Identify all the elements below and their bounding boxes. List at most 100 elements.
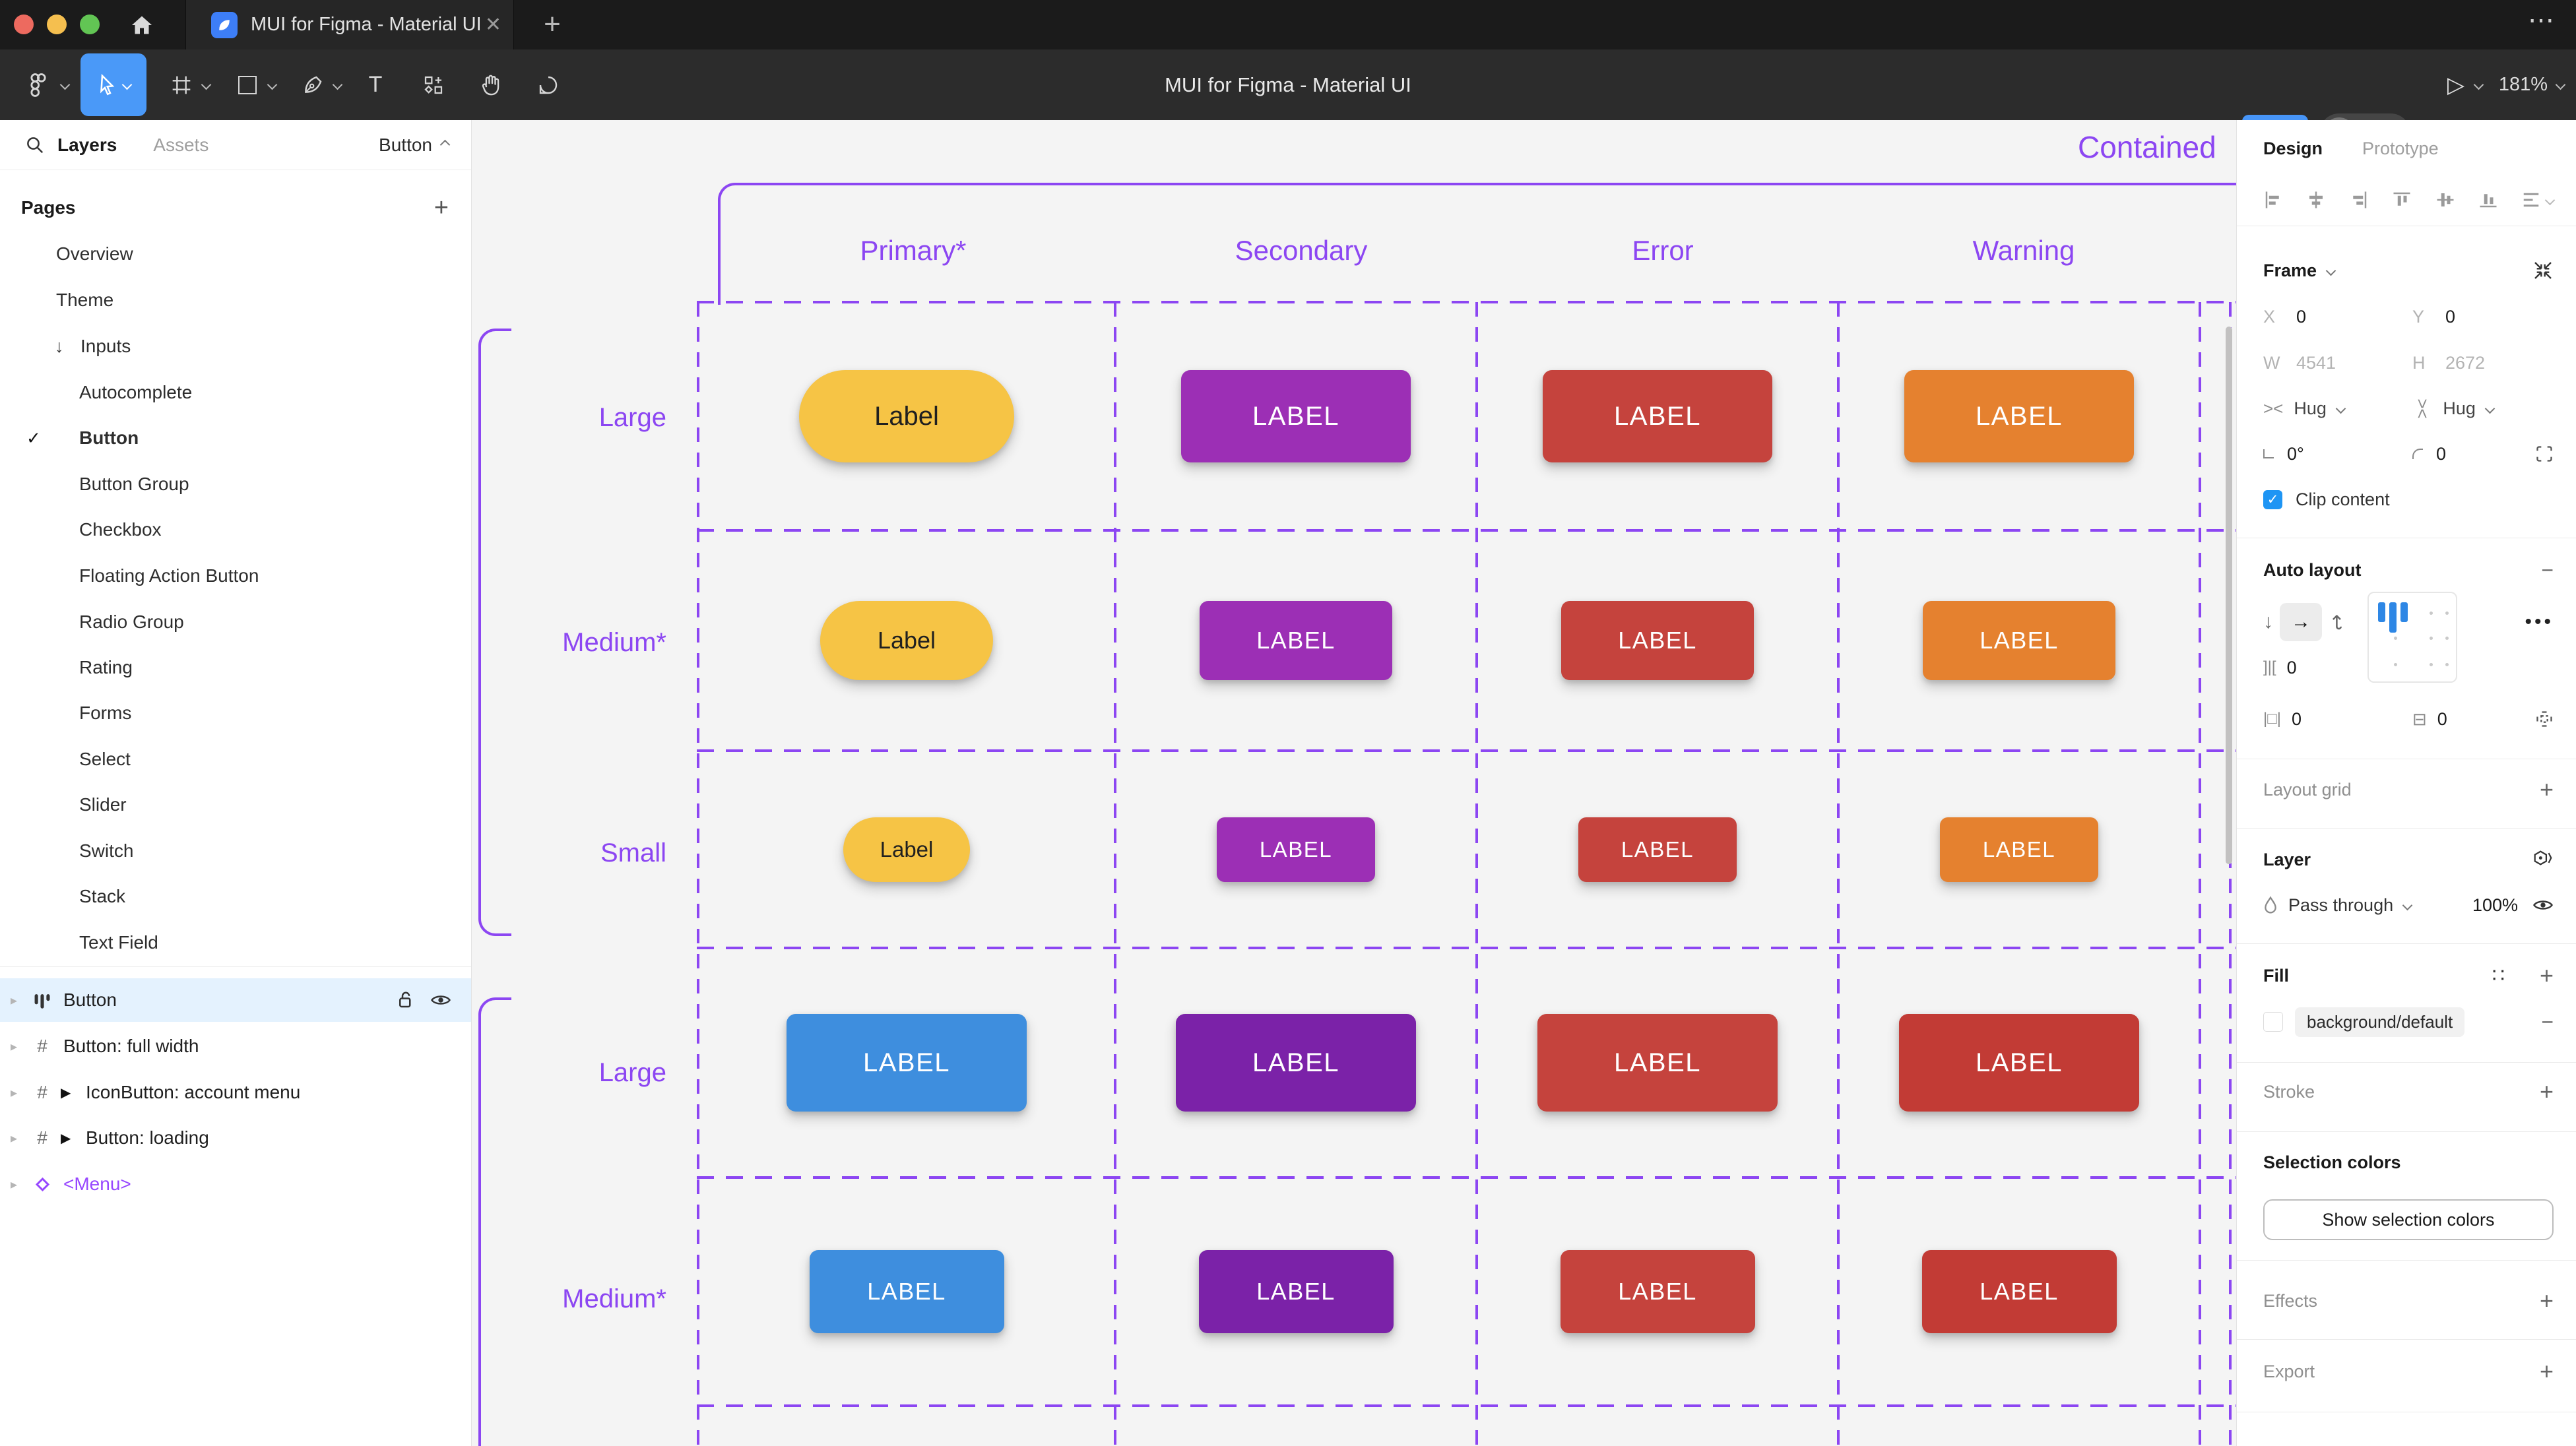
page-item-theme[interactable]: Theme (56, 290, 114, 310)
button-primary-dark-medium[interactable]: LABEL (809, 1250, 1004, 1333)
blend-mode-icon[interactable] (2532, 850, 2554, 869)
button-secondary-large[interactable]: LABEL (1181, 370, 1411, 462)
layer-row-iconbutton-account-menu[interactable]: ▸ # ▶ IconButton: account menu (11, 1082, 301, 1102)
page-item-checkbox[interactable]: Checkbox (79, 519, 162, 540)
page-item-autocomplete[interactable]: Autocomplete (79, 382, 193, 402)
button-warning-dark-large[interactable]: LABEL (1899, 1014, 2139, 1112)
layer-row-menu-instance[interactable]: ▸ <Menu> (11, 1174, 131, 1194)
independent-corners-icon[interactable] (2535, 445, 2554, 463)
button-error-dark-medium[interactable]: LABEL (1560, 1250, 1755, 1333)
individual-padding-icon[interactable] (2535, 710, 2554, 728)
button-primary-small[interactable]: Label (843, 817, 970, 882)
alignment-grid[interactable] (2367, 592, 2457, 683)
layer-row-button-full-width[interactable]: ▸ # Button: full width (11, 1036, 199, 1056)
layer-row-button-loading[interactable]: ▸ # ▶ Button: loading (11, 1127, 209, 1148)
add-fill-button[interactable]: + (2539, 962, 2554, 989)
button-warning-small[interactable]: LABEL (1940, 817, 2098, 882)
tab-assets[interactable]: Assets (153, 134, 209, 155)
show-selection-colors-button[interactable]: Show selection colors (2263, 1199, 2554, 1240)
remove-auto-layout-button[interactable]: − (2541, 557, 2554, 582)
button-warning-dark-medium[interactable]: LABEL (1921, 1250, 2117, 1333)
add-export-button[interactable]: + (2539, 1358, 2554, 1385)
zoom-level[interactable]: 181% (2498, 74, 2548, 95)
page-dropdown[interactable]: Button (379, 135, 451, 156)
home-button[interactable] (122, 9, 162, 41)
move-tool-button[interactable] (80, 53, 146, 116)
button-secondary-dark-large[interactable]: LABEL (1176, 1014, 1416, 1112)
page-item-stack[interactable]: Stack (79, 886, 126, 906)
button-primary-large[interactable]: Label (799, 370, 1014, 462)
align-h-center-icon[interactable] (2306, 190, 2326, 210)
window-zoom-button[interactable] (80, 15, 100, 34)
page-item-text-field[interactable]: Text Field (79, 932, 158, 953)
page-item-rating[interactable]: Rating (79, 657, 133, 677)
add-layout-grid-button[interactable]: + (2539, 776, 2554, 803)
fill-style-token[interactable]: background/default (2295, 1007, 2465, 1037)
comment-tool-button[interactable] (532, 49, 565, 120)
page-item-inputs[interactable]: ↓ Inputs (55, 336, 131, 356)
tab-layers[interactable]: Layers (57, 134, 117, 155)
opacity-input[interactable]: 100% (2472, 895, 2518, 915)
new-tab-button[interactable]: + (544, 8, 561, 40)
page-item-button[interactable]: ✓ Button (26, 427, 139, 448)
flow-horizontal-button[interactable]: → (2280, 603, 2322, 641)
button-secondary-dark-medium[interactable]: LABEL (1198, 1250, 1394, 1333)
expander-icon[interactable]: ▸ (11, 1177, 18, 1192)
expander-icon[interactable]: ▸ (11, 1039, 18, 1054)
remove-fill-button[interactable]: − (2541, 1009, 2554, 1034)
fill-color-swatch[interactable] (2263, 1012, 2283, 1032)
search-icon[interactable] (25, 135, 45, 155)
align-v-center-icon[interactable] (2435, 190, 2455, 210)
canvas-scrollbar[interactable] (2226, 327, 2232, 864)
zoom-chevron-icon[interactable] (2555, 79, 2566, 90)
pen-tool-button[interactable] (296, 49, 329, 120)
add-effect-button[interactable]: + (2539, 1287, 2554, 1314)
add-page-button[interactable]: + (434, 193, 449, 222)
clip-content-checkbox[interactable]: ✓ (2263, 489, 2282, 509)
flow-wrap-button[interactable]: ↩ (2326, 613, 2348, 631)
tab-prototype[interactable]: Prototype (2362, 138, 2439, 158)
corner-radius-input[interactable]: 0 (2436, 443, 2447, 464)
align-right-icon[interactable] (2349, 190, 2369, 210)
align-top-icon[interactable] (2392, 190, 2412, 210)
align-bottom-icon[interactable] (2478, 190, 2498, 210)
unlock-icon[interactable] (397, 990, 414, 1010)
button-secondary-medium[interactable]: LABEL (1200, 601, 1392, 680)
expander-icon[interactable]: ▸ (11, 1085, 18, 1100)
button-secondary-small[interactable]: LABEL (1217, 817, 1375, 882)
figma-menu-button[interactable] (18, 49, 58, 120)
frame-tool-button[interactable] (165, 49, 198, 120)
layer-row-button[interactable]: ▸ Button (0, 978, 471, 1022)
distribute-menu-button[interactable] (2521, 190, 2556, 210)
text-tool-button[interactable]: T (359, 49, 392, 120)
present-chevron-icon[interactable] (2473, 79, 2484, 90)
flow-vertical-button[interactable]: ↓ (2263, 611, 2273, 633)
align-left-icon[interactable] (2263, 190, 2283, 210)
rectangle-tool-button[interactable] (231, 49, 264, 120)
file-tab[interactable]: MUI for Figma - Material UI ✕ (185, 0, 514, 49)
horizontal-padding-input[interactable]: 0 (2291, 708, 2302, 729)
page-item-slider[interactable]: Slider (79, 794, 127, 815)
page-item-forms[interactable]: Forms (79, 703, 132, 723)
add-stroke-button[interactable]: + (2539, 1078, 2554, 1105)
button-primary-dark-large[interactable]: LABEL (787, 1014, 1027, 1112)
chevron-down-icon[interactable] (2325, 265, 2336, 276)
frame-name-label[interactable]: Contained (2078, 130, 2216, 164)
page-item-overview[interactable]: Overview (56, 243, 133, 264)
y-input[interactable]: 0 (2445, 306, 2456, 327)
page-item-select[interactable]: Select (79, 749, 131, 769)
button-primary-medium[interactable]: Label (820, 601, 993, 680)
collapse-icon[interactable] (2532, 260, 2554, 281)
blend-mode-dropdown[interactable]: Pass through (2288, 895, 2394, 915)
x-input[interactable]: 0 (2296, 306, 2307, 327)
present-button[interactable]: ▷ (2447, 72, 2464, 98)
eye-icon[interactable] (430, 992, 451, 1008)
vertical-padding-input[interactable]: 0 (2437, 708, 2447, 729)
width-input[interactable]: 4541 (2296, 352, 2336, 373)
button-warning-medium[interactable]: LABEL (1923, 601, 2115, 680)
rotation-input[interactable]: 0° (2287, 443, 2304, 464)
frame-section-title[interactable]: Frame (2263, 260, 2317, 280)
page-item-switch[interactable]: Switch (79, 840, 134, 861)
window-minimize-button[interactable] (47, 15, 67, 34)
eye-icon[interactable] (2532, 897, 2554, 913)
